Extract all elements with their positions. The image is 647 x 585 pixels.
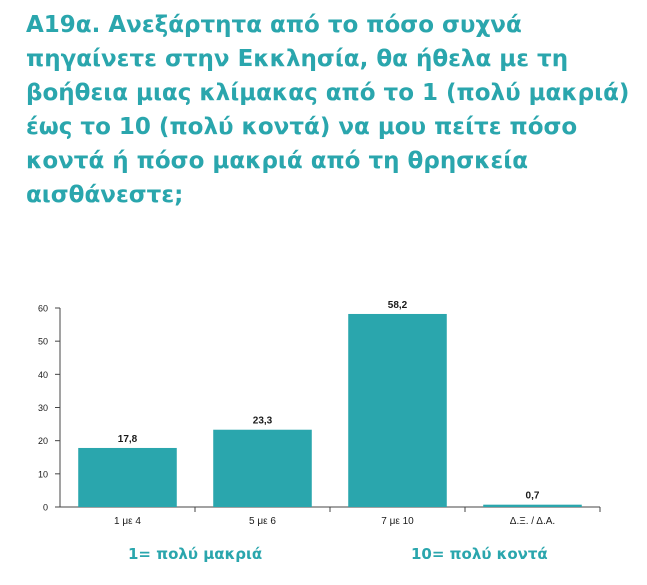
scale-label-far: 1= πολύ μακριά <box>128 545 263 563</box>
y-tick-label: 0 <box>43 503 48 513</box>
value-label: 58,2 <box>388 300 408 311</box>
y-axis: 0 10 20 30 40 50 60 <box>38 304 61 513</box>
question-title: A19α. Ανεξάρτητα από το πόσο συχνά πηγαί… <box>26 12 630 208</box>
bar <box>213 429 312 507</box>
category-label: Δ.Ξ. / Δ.Α. <box>510 516 555 527</box>
value-labels: 17,8 23,3 58,2 0,7 <box>118 300 540 502</box>
x-axis <box>60 506 601 512</box>
category-labels: 1 με 4 5 με 6 7 με 10 Δ.Ξ. / Δ.Α. <box>114 516 555 527</box>
scale-label-near: 10= πολύ κοντά <box>411 545 548 563</box>
value-label: 0,7 <box>526 491 540 502</box>
y-tick-label: 10 <box>38 469 48 479</box>
bar-chart: 0 10 20 30 40 50 60 17,8 23,3 58,2 0,7 1 με 4 5 με… <box>38 300 601 527</box>
category-label: 5 με 6 <box>249 516 276 527</box>
y-tick-label: 40 <box>38 370 48 380</box>
y-tick-label: 30 <box>38 403 48 413</box>
value-label: 17,8 <box>118 434 138 445</box>
bar <box>348 313 447 507</box>
category-label: 7 με 10 <box>381 516 414 527</box>
y-tick-label: 20 <box>38 436 48 446</box>
bars <box>78 313 582 507</box>
value-label: 23,3 <box>253 416 273 427</box>
bar <box>483 504 582 507</box>
y-tick-label: 60 <box>38 304 48 314</box>
y-tick-label: 50 <box>38 337 48 347</box>
bar <box>78 447 177 507</box>
category-label: 1 με 4 <box>114 516 141 527</box>
